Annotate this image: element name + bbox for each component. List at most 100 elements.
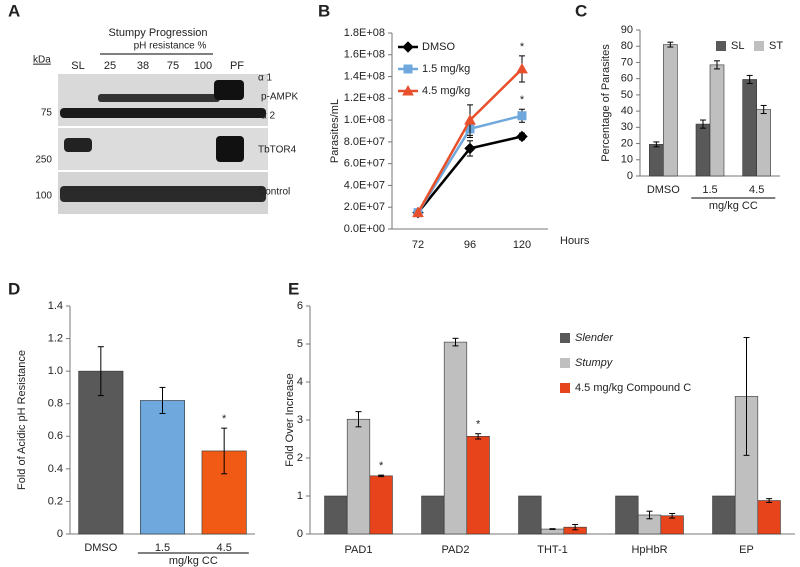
y-axis-title: Fold Over Increase	[284, 373, 296, 467]
panel-label: A	[8, 1, 20, 20]
bar	[756, 109, 771, 177]
y-tick-label: 4	[297, 376, 303, 388]
x-tick-label: DMSO	[647, 184, 680, 196]
lane-label: 38	[137, 60, 149, 72]
y-tick-label: 6.0E+07	[344, 158, 385, 170]
bar	[709, 64, 725, 177]
x-tick-label: EP	[739, 544, 754, 556]
y-tick-label: 0.4	[48, 463, 63, 475]
y-tick-label: 0	[627, 170, 633, 182]
y-tick-label: 0.0E+00	[344, 223, 385, 235]
marker	[464, 142, 476, 155]
y-tick-label: 1.6E+08	[344, 49, 385, 61]
y-tick-label: 80	[621, 40, 633, 52]
y-tick-label: 1.2E+08	[344, 92, 385, 104]
bar	[421, 495, 445, 535]
y-tick-label: 1	[297, 490, 303, 502]
marker	[516, 130, 528, 143]
y-tick-label: 3	[297, 414, 303, 426]
y-tick-label: 0	[297, 528, 303, 540]
bar	[78, 370, 124, 535]
panel-label: D	[8, 279, 20, 298]
legend-label: Slender	[575, 332, 614, 344]
marker	[517, 111, 527, 121]
blot-band	[60, 186, 266, 202]
legend-swatch	[716, 41, 726, 51]
kda-label: kDa	[33, 55, 51, 66]
y-tick-label: 2.0E+07	[344, 201, 385, 213]
legend-label: 1.5 mg/kg	[422, 63, 470, 75]
y-tick-label: 30	[621, 121, 633, 133]
bar	[757, 500, 781, 535]
y-tick-label: 1.0	[48, 365, 63, 377]
lane-label: SL	[71, 60, 84, 72]
marker	[412, 206, 424, 218]
marker	[402, 84, 414, 96]
x-tick-label: THT-1	[537, 544, 568, 556]
y-tick-label: 40	[621, 105, 633, 117]
lane-label: 75	[167, 60, 179, 72]
kda-marker: 250	[35, 155, 52, 166]
band-label: α 1	[258, 73, 273, 84]
marker	[403, 64, 413, 74]
legend-label: SL	[731, 40, 744, 52]
x-tick-label: 1.5	[702, 184, 717, 196]
band-label: p-AMPK	[261, 92, 299, 103]
y-axis-title: Parasites/mL	[329, 99, 341, 163]
legend-swatch	[754, 41, 764, 51]
y-tick-label: 90	[621, 24, 633, 36]
lane-label: 100	[194, 60, 212, 72]
blot-band	[60, 108, 266, 118]
annotation: *	[476, 419, 481, 431]
panel-label: E	[288, 279, 299, 298]
legend-swatch	[560, 333, 570, 343]
lane-label: 25	[104, 60, 116, 72]
x-tick-label: 120	[513, 239, 531, 251]
band-label: α 2	[261, 111, 276, 122]
band-label: TbTOR4	[258, 145, 297, 156]
panel-label: C	[575, 1, 587, 20]
x-tick-label: PAD1	[345, 544, 373, 556]
group-title: Stumpy Progression	[108, 27, 207, 39]
x-axis-title: mg/kg CC	[709, 200, 758, 212]
annotation: *	[222, 413, 227, 425]
x-tick-label: DMSO	[84, 542, 117, 554]
x-tick-label: 96	[464, 239, 476, 251]
legend-label: ST	[769, 40, 783, 52]
y-tick-label: 1.4	[48, 300, 63, 312]
legend-swatch	[560, 383, 570, 393]
y-tick-label: 0.8	[48, 398, 63, 410]
bar	[369, 475, 393, 535]
blot-band	[98, 94, 220, 102]
blot-band	[214, 80, 244, 100]
y-axis-title: Fold of Acidic pH Resistance	[16, 350, 28, 490]
bar	[695, 123, 711, 177]
blot-band	[64, 138, 92, 152]
bar	[663, 44, 678, 177]
y-tick-label: 0	[57, 528, 63, 540]
x-tick-label: 1.5	[155, 542, 170, 554]
marker	[464, 114, 476, 125]
y-tick-label: 4.0E+07	[344, 179, 385, 191]
y-tick-label: 8.0E+07	[344, 136, 385, 148]
bar	[443, 341, 468, 535]
legend-label: 4.5 mg/kg Compound C	[575, 382, 691, 394]
y-tick-label: 0.6	[48, 430, 63, 442]
annotation: *	[520, 41, 525, 53]
x-tick-label: PAD2	[442, 544, 470, 556]
y-tick-label: 50	[621, 89, 633, 101]
legend-label: Stumpy	[575, 357, 614, 369]
blot-panel: A kDa Stumpy Progression pH resistance %…	[8, 1, 299, 214]
kda-marker: 75	[41, 108, 53, 119]
marker	[516, 62, 528, 74]
bar	[615, 495, 639, 535]
y-tick-label: 6	[297, 300, 303, 312]
legend-label: DMSO	[422, 41, 455, 53]
band-label: Control	[258, 187, 290, 198]
y-axis-title: Percentage of Parasites	[600, 44, 612, 162]
x-tick-label: 4.5	[217, 542, 232, 554]
bar	[742, 79, 757, 177]
bar	[649, 144, 664, 177]
annotation: *	[379, 460, 384, 472]
x-axis-title: mg/kg CC	[169, 555, 218, 567]
